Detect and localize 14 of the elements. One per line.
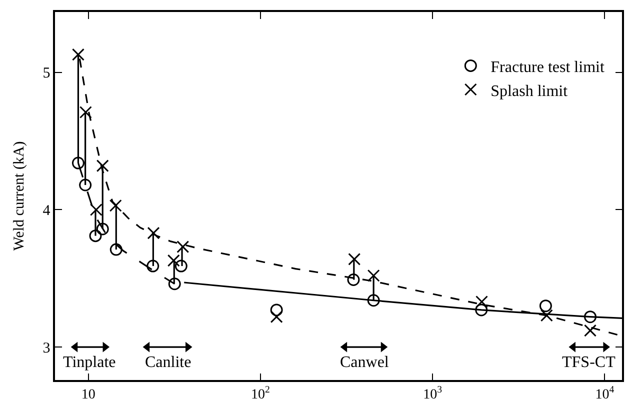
y-tick-label: 4 [42, 202, 51, 219]
annotation: Canlite [145, 354, 192, 371]
x-tick-label: 10$^{3}$ [423, 384, 442, 403]
annotation: TFS-CT [562, 354, 616, 371]
y-tick-label: 3 [42, 340, 50, 356]
annotation: Canwel [340, 354, 390, 371]
y-tick-label: 5 [42, 66, 50, 82]
y-axis-title: Weld current (kA) [12, 141, 28, 251]
annotation: Tinplate [63, 354, 116, 371]
x-tick-label: 10 [81, 388, 96, 403]
legend-label: Splash limit [490, 82, 568, 100]
x-tick-label: 10$^{2}$ [251, 384, 270, 403]
legend-label: Fracture test limit [490, 58, 605, 76]
x-tick-label: 10$^{4}$ [595, 384, 614, 403]
